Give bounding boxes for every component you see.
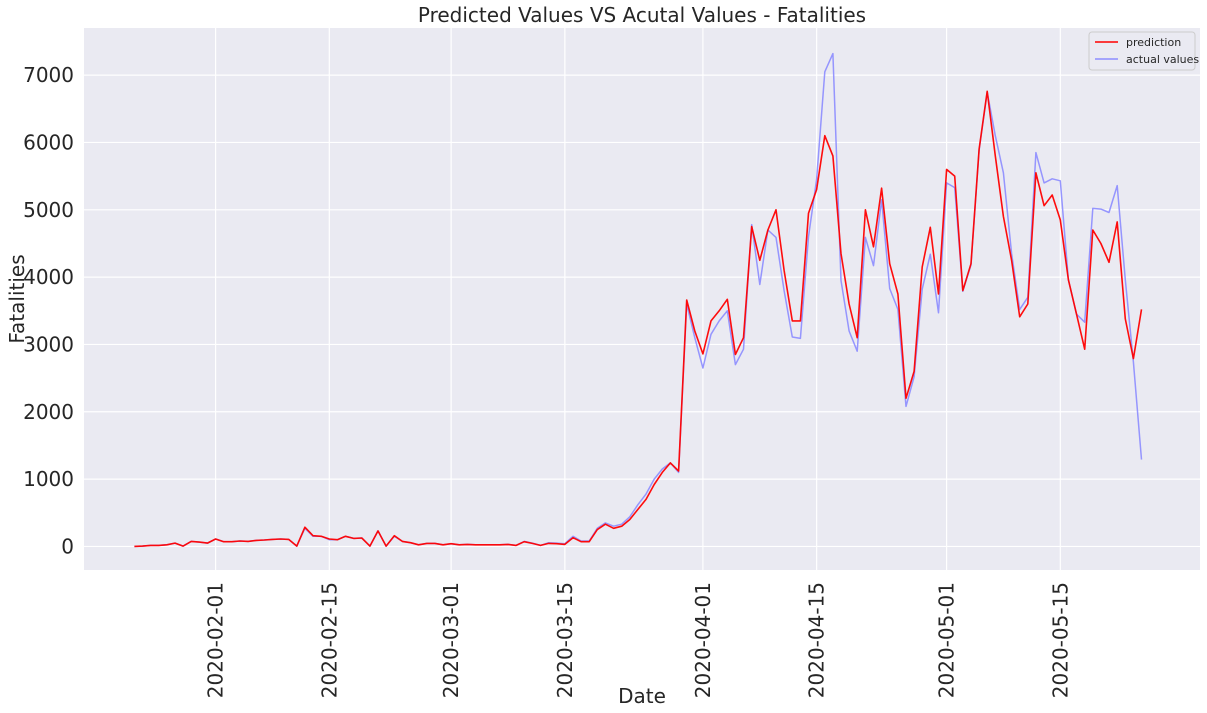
y-tick-label: 0 bbox=[61, 534, 74, 558]
series-line-prediction bbox=[134, 90, 1143, 548]
y-tick-label: 7000 bbox=[23, 63, 74, 87]
y-tick-label: 3000 bbox=[23, 332, 74, 356]
legend: prediction actual values bbox=[1088, 31, 1199, 71]
plot-background bbox=[84, 28, 1200, 570]
x-tick-label: 2020-03-01 bbox=[439, 582, 463, 698]
x-tick-labels: 2020-02-01 2020-02-15 2020-03-01 2020-03-15… bbox=[204, 582, 1073, 698]
y-tick-label: 1000 bbox=[23, 467, 74, 491]
x-tick-label: 2020-05-15 bbox=[1048, 582, 1072, 698]
y-tick-label: 4000 bbox=[23, 265, 74, 289]
grid bbox=[84, 28, 1200, 570]
legend-actual-label: actual values bbox=[1126, 53, 1199, 66]
series-layer bbox=[134, 52, 1143, 548]
chart-title: Predicted Values VS Acutal Values - Fata… bbox=[418, 3, 866, 27]
x-tick-label: 2020-03-15 bbox=[553, 582, 577, 698]
y-tick-label: 2000 bbox=[23, 400, 74, 424]
y-tick-labels: 0 1000 2000 3000 4000 5000 6000 7000 bbox=[23, 63, 74, 558]
x-tick-label: 2020-04-15 bbox=[805, 582, 829, 698]
x-axis-label: Date bbox=[618, 684, 666, 708]
y-tick-label: 5000 bbox=[23, 198, 74, 222]
x-tick-label: 2020-02-01 bbox=[204, 582, 228, 698]
x-tick-label: 2020-02-15 bbox=[317, 582, 341, 698]
y-tick-label: 6000 bbox=[23, 130, 74, 154]
legend-prediction-label: prediction bbox=[1126, 36, 1181, 49]
x-tick-label: 2020-05-01 bbox=[935, 582, 959, 698]
y-axis-label: Fatalities bbox=[5, 254, 29, 343]
x-tick-label: 2020-04-01 bbox=[691, 582, 715, 698]
